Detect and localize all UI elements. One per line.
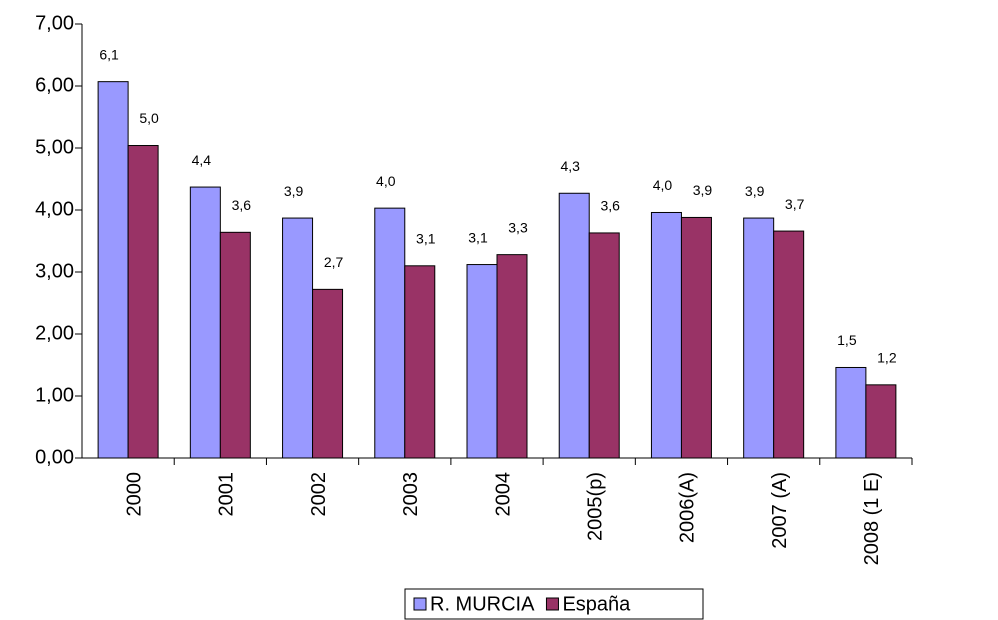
x-tick-label: 2006(A) — [677, 472, 699, 543]
bar — [496, 254, 528, 459]
bar — [312, 288, 344, 459]
value-label: 3,9 — [284, 183, 304, 199]
x-tick-label: 2002 — [308, 472, 330, 517]
legend-label: R. MURCIA — [430, 593, 535, 615]
x-tick-label: 2008 (1 E) — [861, 472, 883, 565]
bar — [219, 231, 251, 459]
y-tick-label: 2,00 — [35, 322, 74, 344]
bar — [743, 217, 775, 459]
bar — [404, 265, 436, 459]
value-label: 3,6 — [600, 198, 620, 214]
legend-label: España — [562, 593, 631, 615]
bar — [282, 217, 314, 459]
value-label: 1,2 — [877, 350, 897, 366]
y-tick-label: 7,00 — [35, 12, 74, 34]
legend-swatch — [413, 597, 427, 611]
bar — [189, 186, 221, 459]
bar — [773, 230, 805, 459]
value-label: 6,1 — [99, 46, 119, 62]
bar — [374, 207, 406, 459]
value-label: 4,3 — [560, 158, 580, 174]
x-tick-label: 2004 — [492, 472, 514, 517]
y-tick-label: 4,00 — [35, 198, 74, 220]
value-label: 4,0 — [653, 177, 673, 193]
y-tick-label: 0,00 — [35, 446, 74, 468]
bar — [558, 192, 590, 459]
legend: R. MURCIA España — [404, 588, 704, 620]
value-label: 2,7 — [324, 254, 344, 270]
y-tick-label: 5,00 — [35, 136, 74, 158]
value-label: 4,4 — [192, 152, 212, 168]
legend-swatch — [545, 597, 559, 611]
x-tick-label: 2001 — [216, 472, 238, 517]
value-label: 3,9 — [693, 182, 713, 198]
value-label: 3,7 — [785, 196, 805, 212]
value-label: 3,3 — [508, 219, 528, 235]
y-tick-label: 6,00 — [35, 74, 74, 96]
value-label: 3,1 — [416, 231, 436, 247]
x-tick-label: 2000 — [123, 472, 145, 517]
bar — [466, 264, 498, 459]
bar — [588, 232, 620, 459]
bar — [865, 384, 897, 459]
value-label: 5,0 — [139, 110, 159, 126]
value-label: 3,1 — [468, 229, 488, 245]
bar — [835, 366, 867, 459]
y-tick-label: 3,00 — [35, 260, 74, 282]
value-label: 3,9 — [745, 183, 765, 199]
x-tick-label: 2003 — [400, 472, 422, 517]
x-tick-label: 2005(p) — [585, 472, 607, 541]
value-label: 3,6 — [232, 197, 252, 213]
value-label: 4,0 — [376, 173, 396, 189]
bar — [680, 216, 712, 459]
y-tick-label: 1,00 — [35, 384, 74, 406]
bar — [127, 145, 159, 459]
value-label: 1,5 — [837, 332, 857, 348]
bar — [650, 211, 682, 459]
bar — [97, 81, 129, 459]
x-tick-label: 2007 (A) — [769, 472, 791, 549]
